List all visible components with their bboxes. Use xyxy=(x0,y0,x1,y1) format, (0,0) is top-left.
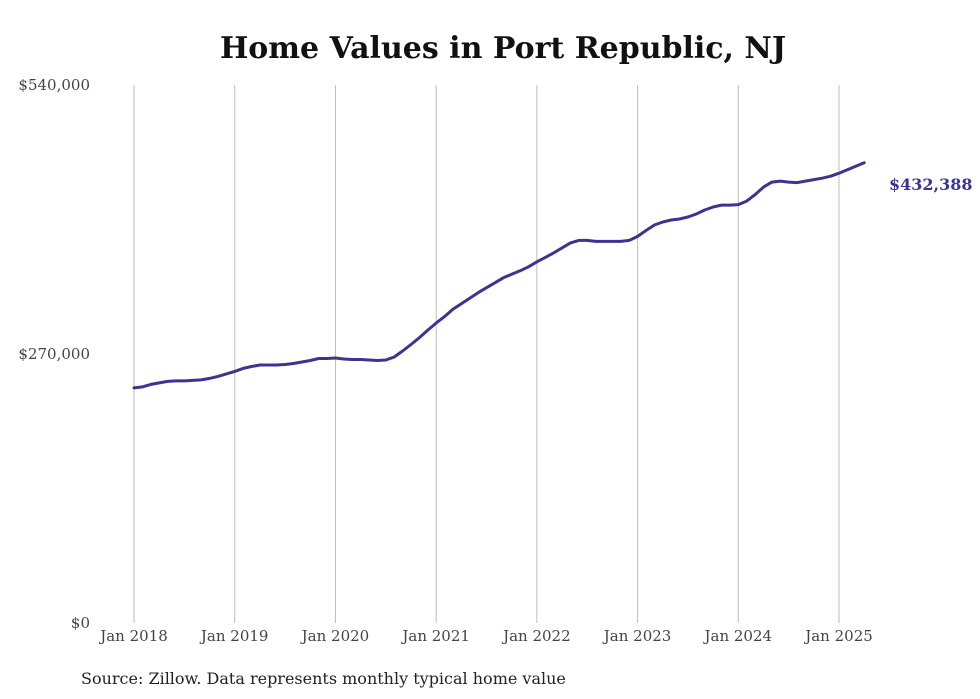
x-tick-label: Jan 2025 xyxy=(803,627,873,645)
x-tick-label: Jan 2024 xyxy=(703,627,773,645)
chart-title: Home Values in Port Republic, NJ xyxy=(220,31,786,66)
x-tick-label: Jan 2020 xyxy=(300,627,370,645)
x-axis-tick-labels: Jan 2018 Jan 2019 Jan 2020 Jan 2021 Jan 2022… xyxy=(98,627,873,645)
x-tick-label: Jan 2023 xyxy=(602,627,672,645)
x-tick-label: Jan 2018 xyxy=(98,627,168,645)
home-value-line xyxy=(132,161,866,390)
x-tick-label: Jan 2022 xyxy=(501,627,571,645)
y-tick-label: $0 xyxy=(71,614,90,632)
source-note: Source: Zillow. Data represents monthly … xyxy=(81,669,566,688)
y-axis-tick-labels: $0 $270,000 $540,000 xyxy=(18,76,90,632)
latest-value-label: $432,388 xyxy=(889,175,973,194)
y-tick-label: $270,000 xyxy=(18,345,90,363)
y-tick-label: $540,000 xyxy=(18,76,90,94)
gridlines xyxy=(133,85,840,623)
x-tick-label: Jan 2019 xyxy=(199,627,269,645)
x-tick-label: Jan 2021 xyxy=(400,627,470,645)
